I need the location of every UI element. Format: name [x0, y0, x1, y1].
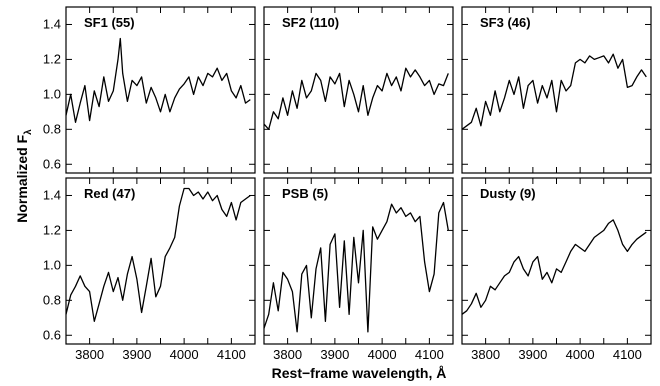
x-tick-label: 3900	[518, 347, 547, 362]
panels-group: 0.6 0.8 1.0 1.2 1.4 SF1 (55) SF2 (110) SF3 (46)…	[43, 6, 652, 362]
panel-title: SF3 (46)	[480, 15, 531, 30]
panel-5: 3800 3900 4000 4100 PSB (5)	[263, 177, 454, 362]
y-tick-label: 1.4	[43, 16, 61, 31]
y-tick-label: 0.6	[43, 156, 61, 171]
x-tick-label: 4000	[368, 347, 397, 362]
y-tick-label: 0.8	[43, 121, 61, 136]
x-axis-label: Rest−frame wavelength, Å	[272, 365, 447, 381]
y-tick-label: 0.6	[43, 327, 61, 342]
panel-frame	[263, 6, 454, 174]
x-tick-label: 4100	[415, 347, 444, 362]
panel-title: Red (47)	[84, 186, 135, 201]
y-tick-label: 1.4	[43, 187, 61, 202]
panel-4: 0.6 0.8 1.0 1.2 1.4 3800 3900 4000 4100 Red (47)	[43, 177, 256, 362]
panel-title: PSB (5)	[282, 186, 328, 201]
y-axis-label-main: Normalized F	[14, 134, 30, 222]
panel-frame	[461, 6, 652, 174]
panel-3: SF3 (46)	[461, 6, 652, 174]
x-tick-label: 3800	[471, 347, 500, 362]
y-tick-label: 0.8	[43, 292, 61, 307]
spectrum-line	[263, 67, 449, 130]
y-axis-label-subscript: λ	[23, 129, 34, 135]
x-tick-label: 4000	[170, 347, 199, 362]
spectrum-line	[65, 187, 251, 322]
y-tick-label: 1.2	[43, 222, 61, 237]
spectrum-line	[461, 53, 647, 130]
spectrum-line	[263, 201, 449, 333]
x-tick-label: 4100	[613, 347, 642, 362]
spectrum-line	[461, 219, 647, 315]
panel-frame	[461, 177, 652, 345]
x-tick-label: 4100	[217, 347, 246, 362]
x-tick-label: 3900	[122, 347, 151, 362]
panel-title: SF2 (110)	[282, 15, 339, 30]
panel-title: Dusty (9)	[480, 186, 536, 201]
x-tick-label: 3800	[273, 347, 302, 362]
panel-2: SF2 (110)	[263, 6, 454, 174]
panel-frame	[65, 6, 256, 174]
y-tick-label: 1.0	[43, 257, 61, 272]
y-axis-label: Normalized Fλ	[14, 129, 34, 223]
x-tick-label: 3800	[75, 347, 104, 362]
x-tick-label: 3900	[320, 347, 349, 362]
panel-title: SF1 (55)	[84, 15, 135, 30]
x-tick-label: 4000	[566, 347, 595, 362]
spectrum-line	[65, 37, 251, 123]
y-tick-label: 1.0	[43, 86, 61, 101]
panel-6: 3800 3900 4000 4100 Dusty (9)	[461, 177, 652, 362]
y-tick-label: 1.2	[43, 51, 61, 66]
panel-1: 0.6 0.8 1.0 1.2 1.4 SF1 (55)	[43, 6, 256, 174]
